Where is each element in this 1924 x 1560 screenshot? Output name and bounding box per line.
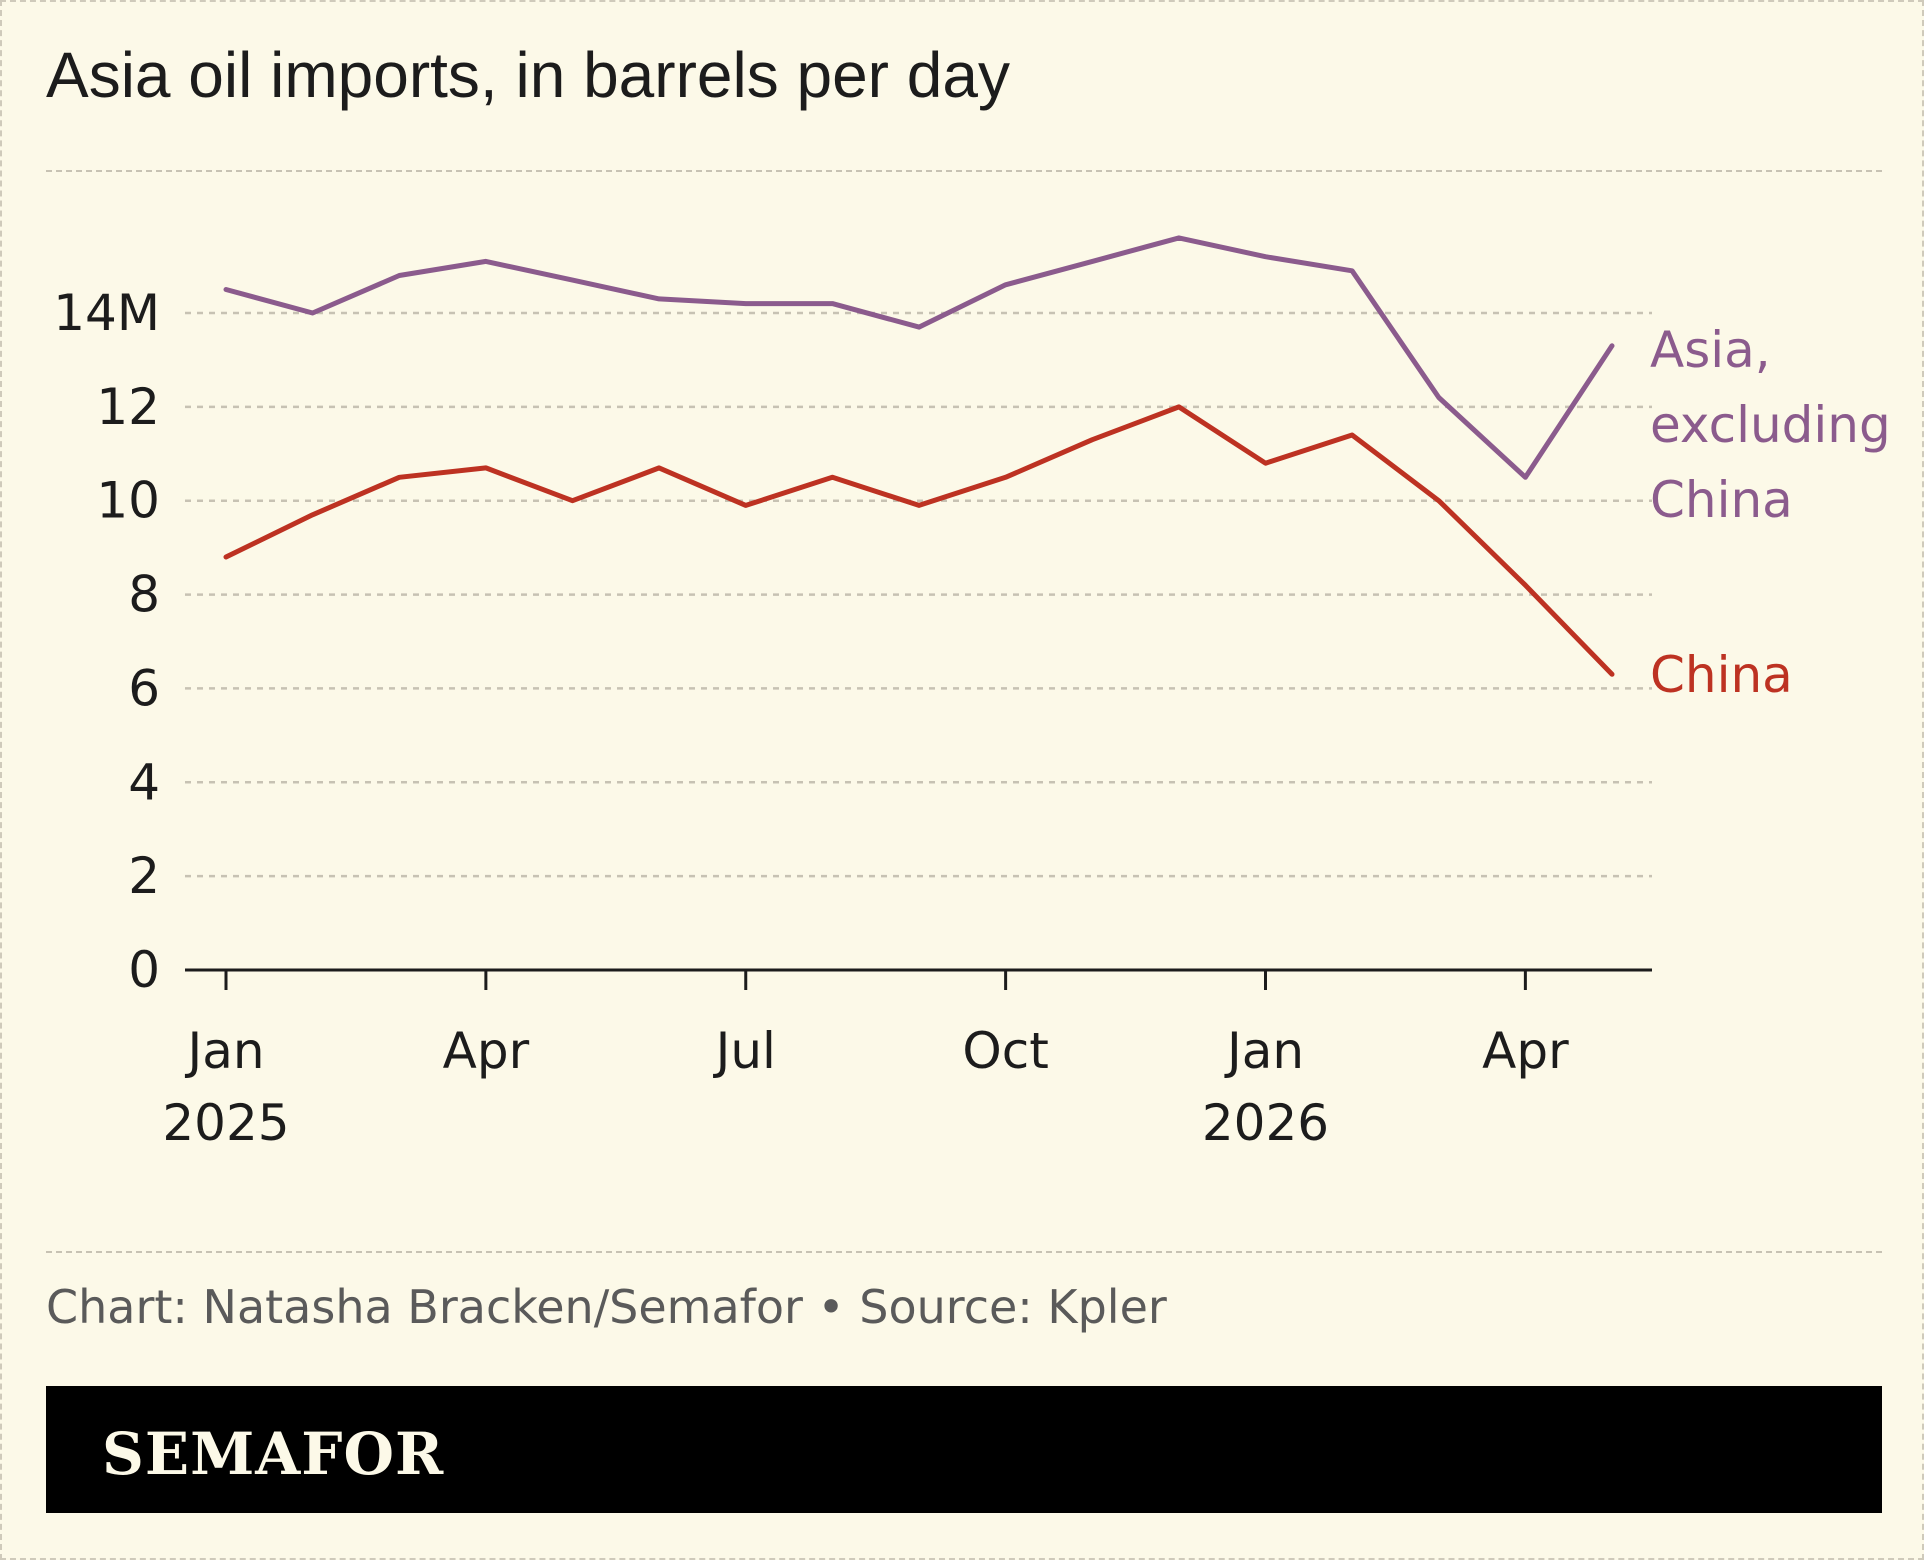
y-tick-label: 0 [128,941,160,999]
y-tick-label: 6 [128,659,160,717]
series-line-china [223,404,1615,677]
y-tick-label: 14M [53,284,160,342]
y-tick-label: 2 [128,847,160,905]
series [223,235,1615,677]
series-line-asia-excluding-china [223,235,1615,480]
series-label-china: China [1650,646,1793,704]
series-label-asia-excluding-china: Asia, [1650,321,1771,379]
semafor-logo: SEMAFOR [102,1420,445,1488]
chart-title: Asia oil imports, in barrels per day [46,39,1010,111]
y-tick-label: 8 [128,566,160,624]
x-tick-label: Apr [1482,1022,1569,1080]
series-label-asia-excluding-china: China [1650,471,1793,529]
x-tick-label: Oct [962,1022,1048,1080]
y-tick-label: 10 [96,472,160,530]
y-axis: 0 2 4 6 8 10 12 14M [53,284,160,999]
x-tick-label: Jan [1224,1022,1304,1080]
top-divider [46,170,1882,172]
bottom-divider [46,1251,1882,1253]
y-tick-label: 4 [128,753,160,811]
x-tick-year-label: 2026 [1202,1094,1329,1152]
series-labels: Asia, excluding China China [1650,321,1891,704]
chart-credit: Chart: Natasha Bracken/Semafor • Source:… [46,1280,1167,1334]
x-tick-label: Jan [184,1022,264,1080]
x-axis: Jan 2025 Apr Jul Oct Jan 2026 Apr [162,968,1652,1152]
x-tick-year-label: 2025 [162,1094,289,1152]
y-tick-label: 12 [96,378,160,436]
series-label-asia-excluding-china: excluding [1650,396,1891,454]
x-tick-label: Jul [713,1022,776,1080]
x-tick-label: Apr [443,1022,530,1080]
brand-bar: SEMAFOR [46,1386,1882,1513]
gridlines [185,311,1652,878]
